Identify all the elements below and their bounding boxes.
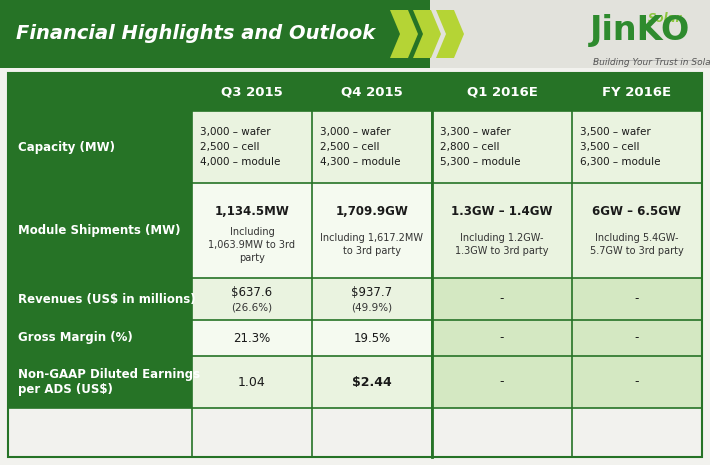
Text: 1.04: 1.04	[238, 376, 266, 388]
Text: (49.9%): (49.9%)	[351, 302, 393, 312]
Text: FY 2016E: FY 2016E	[603, 86, 672, 99]
Bar	[312, 320, 432, 356]
Text: 3,000 – wafer
2,500 – cell
4,000 – module: 3,000 – wafer 2,500 – cell 4,000 – modul…	[200, 127, 280, 167]
Bar	[572, 111, 702, 183]
Bar	[312, 111, 432, 183]
Text: -: -	[500, 292, 504, 306]
Bar	[8, 183, 192, 278]
Bar	[192, 183, 312, 278]
Text: Solar: Solar	[648, 12, 682, 25]
Bar	[432, 278, 572, 320]
Text: -: -	[635, 292, 639, 306]
Bar	[8, 356, 192, 408]
Bar	[432, 73, 572, 111]
Bar	[312, 278, 432, 320]
Text: Including 1,617.2MW
to 3rd party: Including 1,617.2MW to 3rd party	[320, 233, 423, 256]
Bar	[312, 356, 432, 408]
Polygon shape	[436, 10, 464, 58]
Bar	[432, 320, 572, 356]
Bar	[312, 73, 432, 111]
Bar	[572, 278, 702, 320]
Bar	[312, 183, 432, 278]
Bar	[0, 0, 430, 68]
Text: Gross Margin (%): Gross Margin (%)	[18, 332, 133, 345]
Text: 1,709.9GW: 1,709.9GW	[336, 205, 408, 218]
Polygon shape	[390, 10, 418, 58]
Bar	[572, 356, 702, 408]
Text: 3,000 – wafer
2,500 – cell
4,300 – module: 3,000 – wafer 2,500 – cell 4,300 – modul…	[320, 127, 400, 167]
Bar	[192, 73, 312, 111]
Text: Capacity (MW): Capacity (MW)	[18, 140, 115, 153]
Bar	[572, 183, 702, 278]
Bar	[432, 183, 572, 278]
Text: 1,134.5MW: 1,134.5MW	[214, 205, 290, 218]
Text: Building Your Trust in Solar: Building Your Trust in Solar	[593, 58, 710, 67]
Bar	[192, 278, 312, 320]
Bar	[8, 278, 192, 320]
Text: (26.6%): (26.6%)	[231, 302, 273, 312]
Text: $2.44: $2.44	[352, 376, 392, 388]
Text: 21.3%: 21.3%	[234, 332, 271, 345]
Text: Including 1.2GW-
1.3GW to 3rd party: Including 1.2GW- 1.3GW to 3rd party	[455, 233, 549, 256]
Bar	[192, 111, 312, 183]
Text: 3,500 – wafer
3,500 – cell
6,300 – module: 3,500 – wafer 3,500 – cell 6,300 – modul…	[580, 127, 660, 167]
Text: 19.5%: 19.5%	[354, 332, 390, 345]
Bar	[8, 73, 702, 457]
Bar	[8, 320, 192, 356]
Text: $637.6: $637.6	[231, 286, 273, 299]
Bar	[8, 111, 192, 183]
Bar	[430, 0, 710, 68]
Text: Module Shipments (MW): Module Shipments (MW)	[18, 224, 180, 237]
Text: Q3 2015: Q3 2015	[221, 86, 283, 99]
Bar	[8, 73, 192, 111]
Text: -: -	[500, 332, 504, 345]
Text: Revenues (US$ in millions): Revenues (US$ in millions)	[18, 292, 196, 306]
Text: -: -	[635, 376, 639, 388]
Text: -: -	[500, 376, 504, 388]
Polygon shape	[413, 10, 441, 58]
Text: Financial Highlights and Outlook: Financial Highlights and Outlook	[16, 25, 376, 44]
Bar	[432, 356, 572, 408]
Text: Including
1,063.9MW to 3rd
party: Including 1,063.9MW to 3rd party	[209, 226, 295, 263]
Text: Non-GAAP Diluted Earnings
per ADS (US$): Non-GAAP Diluted Earnings per ADS (US$)	[18, 368, 200, 396]
Text: JinKO: JinKO	[590, 14, 690, 47]
Bar	[572, 73, 702, 111]
Bar	[192, 320, 312, 356]
Bar	[432, 111, 572, 183]
Text: $937.7: $937.7	[351, 286, 393, 299]
Text: 6GW – 6.5GW: 6GW – 6.5GW	[593, 205, 682, 218]
Text: Including 5.4GW-
5.7GW to 3rd party: Including 5.4GW- 5.7GW to 3rd party	[590, 233, 684, 256]
Text: Q4 2015: Q4 2015	[341, 86, 403, 99]
Text: 1.3GW – 1.4GW: 1.3GW – 1.4GW	[452, 205, 553, 218]
Bar	[192, 356, 312, 408]
Text: 3,300 – wafer
2,800 – cell
5,300 – module: 3,300 – wafer 2,800 – cell 5,300 – modul…	[440, 127, 520, 167]
Bar	[572, 320, 702, 356]
Text: -: -	[635, 332, 639, 345]
Text: Q1 2016E: Q1 2016E	[466, 86, 537, 99]
